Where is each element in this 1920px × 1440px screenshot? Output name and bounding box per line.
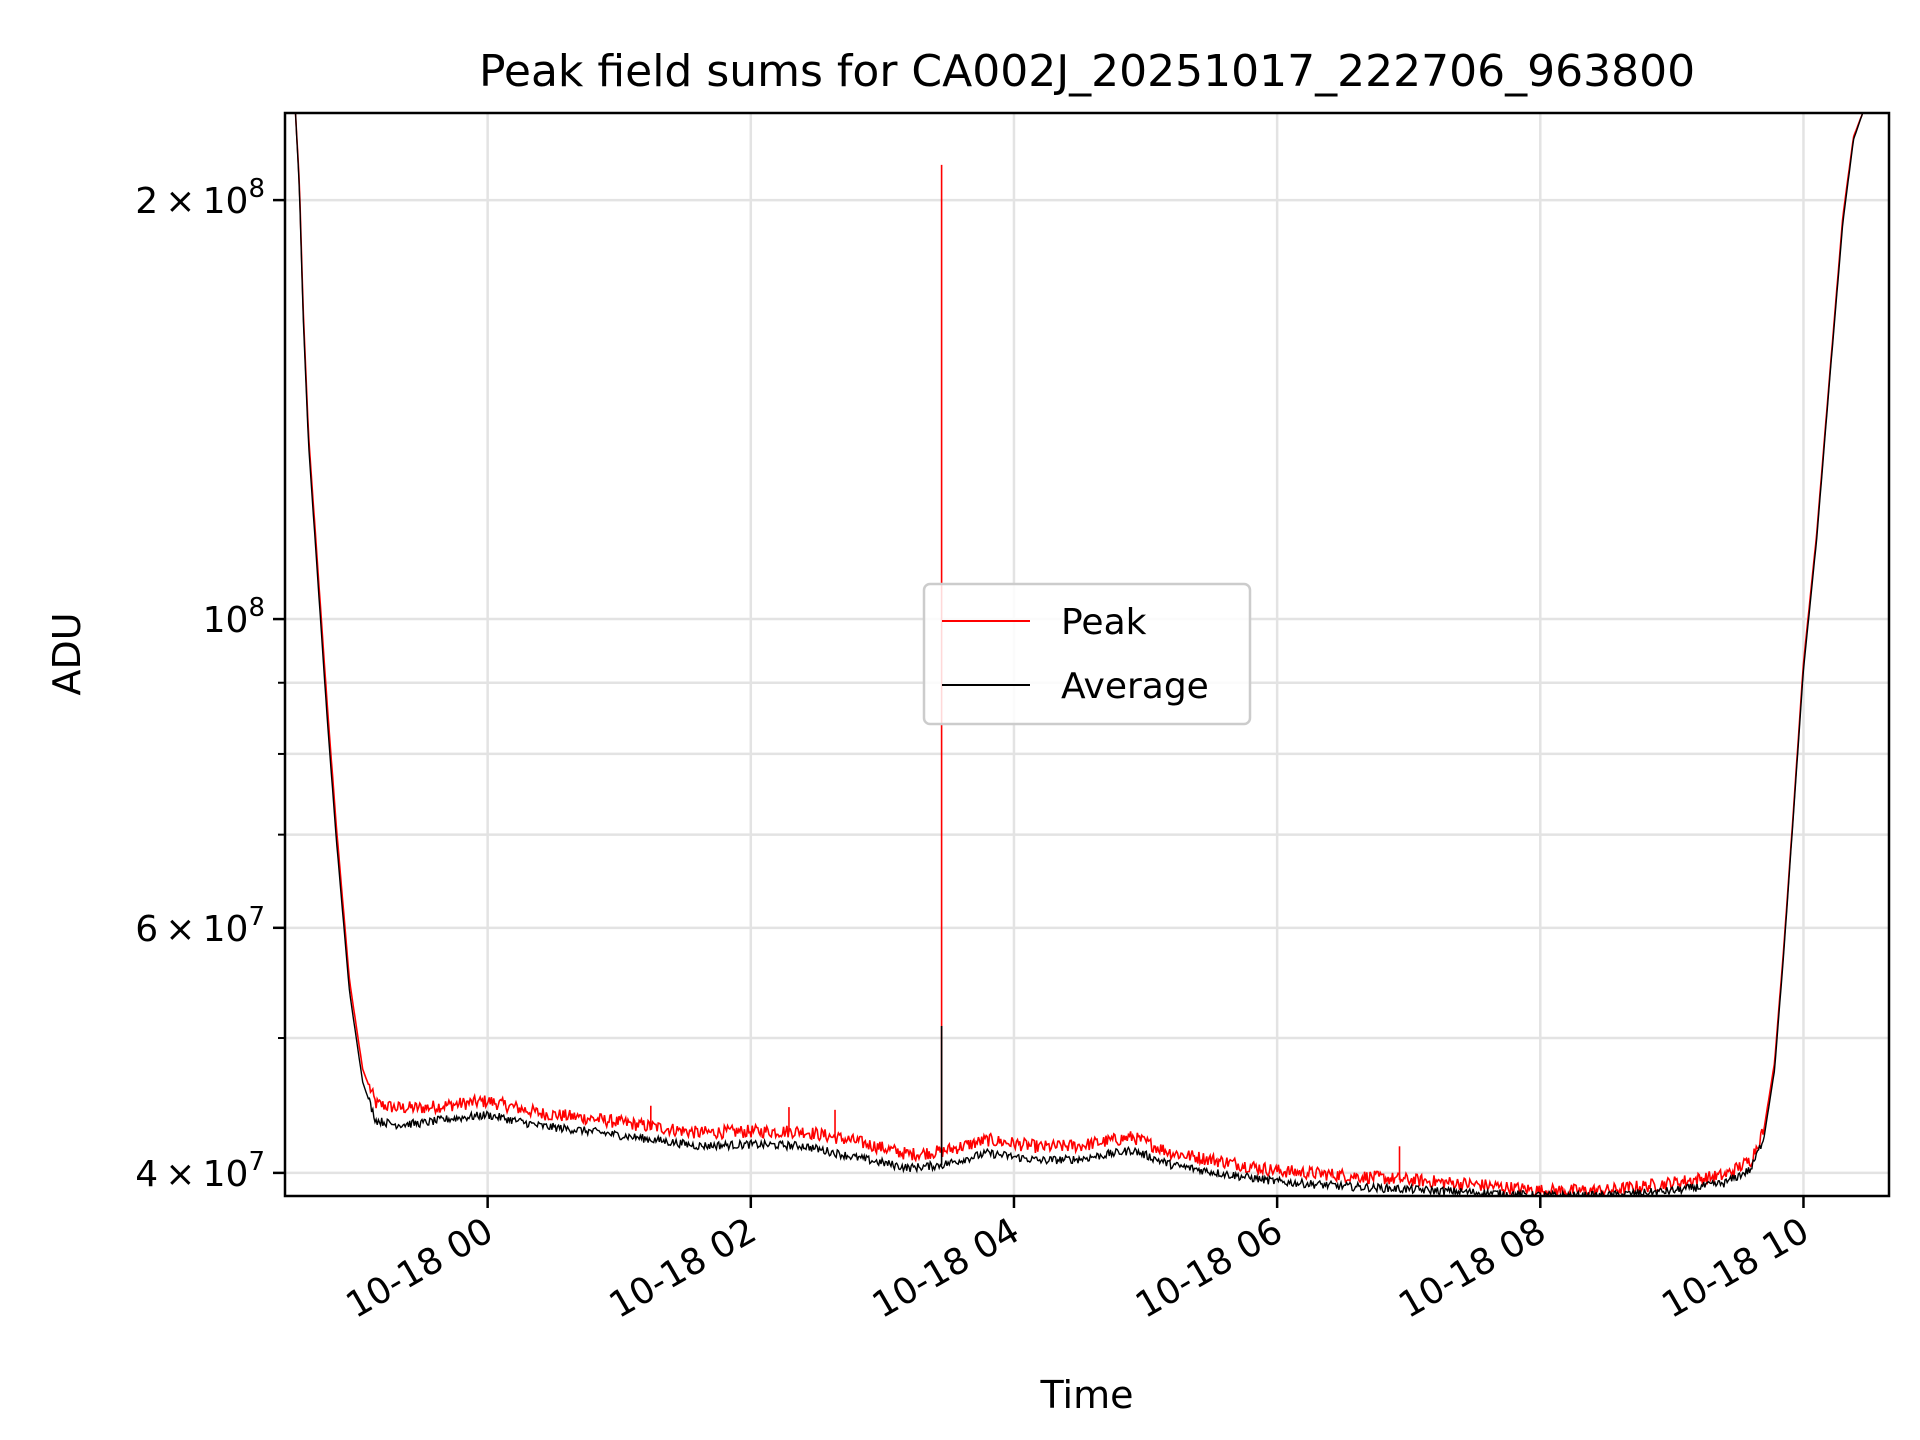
x-tick-label: 10-18 04 [866, 1210, 1027, 1326]
legend: Peak Average [922, 582, 1252, 726]
x-tick-label: 10-18 08 [1392, 1210, 1553, 1326]
series-average [294, 113, 1864, 1196]
x-axis: 10-18 00 10-18 02 10-18 04 10-18 06 10-18 08… [339, 1196, 1816, 1327]
y-tick-label: 4 × 107 [135, 1147, 265, 1195]
y-tick-label: 108 [203, 593, 265, 641]
y-axis: 4 × 107 6 × 107 108 2 × 108 [135, 174, 285, 1195]
legend-label-peak: Peak [1061, 602, 1147, 643]
series-line-average [294, 113, 1864, 1196]
x-tick-label: 10-18 02 [603, 1210, 764, 1326]
x-tick-label: 10-18 10 [1655, 1210, 1816, 1326]
y-tick-label: 2 × 108 [135, 174, 265, 222]
x-tick-label: 10-18 06 [1129, 1210, 1290, 1326]
chart-title: Peak field sums for CA002J_20251017_2227… [479, 46, 1695, 97]
y-tick-label: 6 × 107 [135, 902, 265, 950]
x-tick-label: 10-18 00 [339, 1210, 500, 1326]
legend-box [922, 582, 1252, 726]
legend-label-average: Average [1061, 666, 1209, 707]
x-axis-label: Time [1040, 1373, 1134, 1417]
plot-frame [283, 111, 1891, 1198]
y-axis-label: ADU [45, 612, 89, 695]
